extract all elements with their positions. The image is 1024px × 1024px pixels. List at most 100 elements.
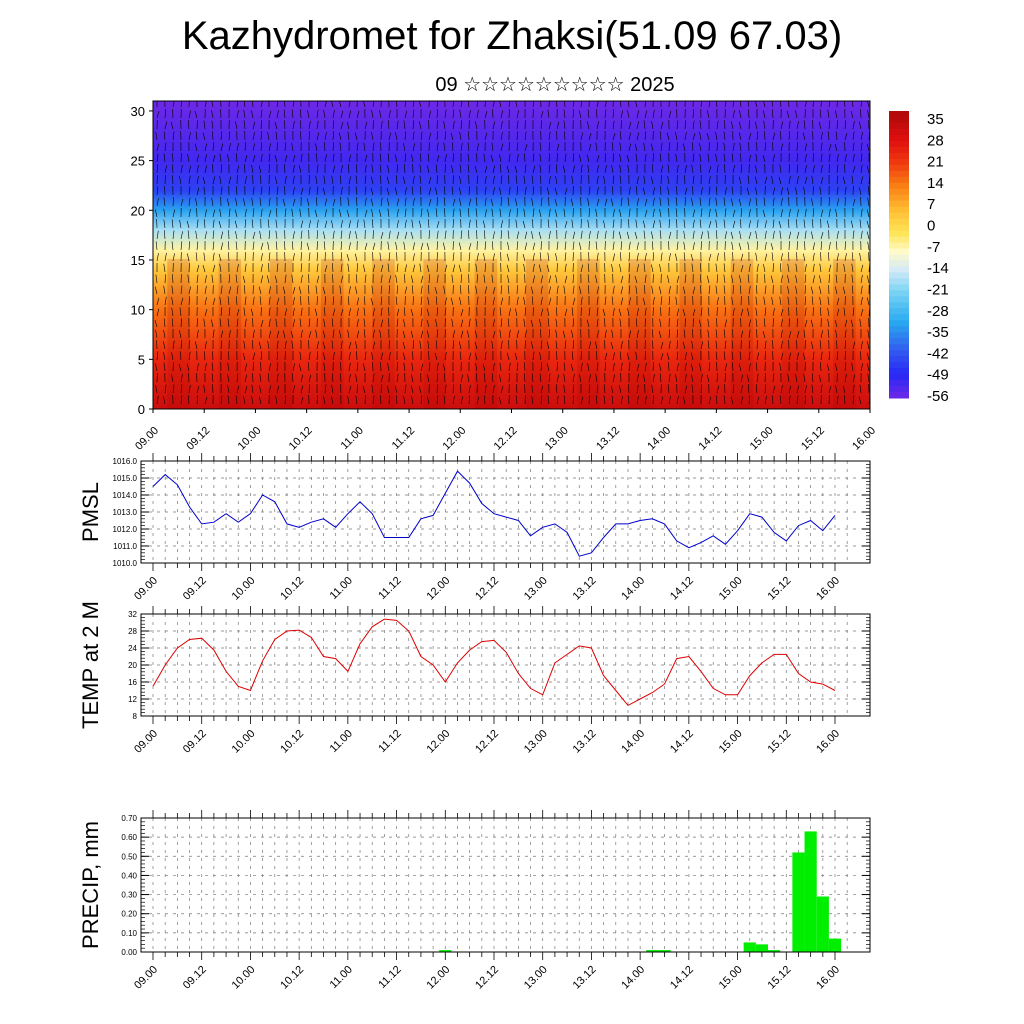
- wind-barb: [692, 329, 694, 339]
- wind-barb: [675, 153, 678, 163]
- wind-barb: [180, 231, 183, 240]
- wind-barb: [556, 395, 559, 405]
- wind-barb: [692, 175, 695, 185]
- wind-barb: [282, 198, 286, 207]
- wind-barb: [276, 362, 279, 372]
- wind-barb: [396, 209, 399, 218]
- wind-barb: [516, 142, 519, 152]
- x-tick-label: 16.00: [850, 425, 878, 453]
- wind-barb: [442, 242, 446, 251]
- wind-barb: [228, 143, 231, 152]
- wind-barb: [212, 351, 214, 361]
- wind-barb: [788, 208, 791, 218]
- wind-barb: [866, 220, 870, 229]
- wind-barb: [555, 219, 558, 229]
- wind-barb: [516, 153, 519, 163]
- wind-barb: [756, 131, 759, 141]
- wind-barb: [242, 275, 246, 284]
- wind-barb: [547, 109, 550, 119]
- wind-barb: [316, 186, 319, 196]
- wind-barb: [636, 110, 640, 119]
- wind-barb: [668, 340, 671, 350]
- wind-barb: [468, 318, 471, 328]
- wind-barb: [619, 318, 622, 328]
- wind-barb: [284, 154, 288, 163]
- wind-barb: [260, 153, 263, 163]
- wind-barb: [364, 197, 367, 207]
- wind-barb: [532, 263, 535, 273]
- wind-barb: [347, 296, 350, 306]
- wind-barb: [300, 396, 304, 405]
- warm-band: [577, 259, 600, 409]
- wind-barb: [644, 198, 648, 207]
- wind-barb: [260, 208, 263, 218]
- wind-barb: [356, 263, 358, 273]
- wind-barb: [779, 362, 782, 372]
- wind-barb: [596, 121, 599, 130]
- wind-barb: [596, 252, 599, 262]
- wind-barb: [228, 330, 231, 339]
- wind-barb: [595, 142, 598, 152]
- wind-barb: [275, 241, 278, 251]
- wind-barb: [748, 198, 751, 207]
- wind-barb: [635, 285, 638, 295]
- wind-barb: [484, 101, 486, 108]
- wind-barb: [788, 164, 790, 174]
- wind-barb: [596, 187, 599, 196]
- wind-barb: [308, 384, 310, 394]
- wind-barb: [163, 131, 166, 141]
- wind-barb: [844, 395, 846, 405]
- wind-barb: [795, 296, 798, 306]
- wind-barb: [259, 396, 262, 405]
- wind-barb: [324, 154, 327, 163]
- wind-barb: [539, 153, 542, 163]
- colorbar-cell: [889, 284, 909, 291]
- wind-barb: [468, 252, 471, 262]
- wind-barb: [796, 241, 798, 251]
- wind-barb: [755, 187, 758, 196]
- wind-barb: [474, 352, 478, 361]
- wind-barb: [539, 319, 542, 328]
- wind-barb: [539, 209, 542, 218]
- wind-barb: [444, 154, 447, 163]
- wind-barb: [251, 110, 254, 119]
- wind-barb: [532, 252, 535, 262]
- wind-barb: [484, 286, 488, 295]
- colorbar-cell: [889, 164, 909, 172]
- wind-barb: [555, 340, 558, 350]
- wind-barb: [163, 329, 166, 339]
- wind-barb: [490, 198, 494, 207]
- colorbar-label: -35: [927, 324, 949, 341]
- wind-barb: [675, 101, 678, 108]
- wind-barb: [540, 110, 544, 119]
- wind-barb: [636, 176, 639, 185]
- wind-barb: [188, 296, 191, 306]
- wind-barb: [691, 198, 694, 207]
- pmsl-axis-label: PMSL: [78, 482, 103, 542]
- wind-barb: [834, 319, 838, 328]
- wind-barb: [251, 197, 254, 207]
- wind-barb: [275, 219, 278, 229]
- wind-barb: [708, 362, 711, 372]
- wind-barb: [284, 186, 286, 196]
- wind-barb: [299, 351, 302, 361]
- wind-barb: [588, 285, 590, 295]
- wind-barb: [482, 220, 486, 229]
- wind-barb: [444, 230, 447, 240]
- wind-barb: [539, 252, 542, 262]
- wind-barb: [452, 330, 455, 339]
- x-tick-label: 09.00: [132, 964, 160, 992]
- wind-barb: [172, 384, 175, 394]
- wind-barb: [770, 242, 774, 251]
- wind-barb: [267, 241, 270, 251]
- wind-barb: [436, 307, 439, 317]
- precip-bar: [816, 896, 829, 952]
- wind-barb: [596, 198, 600, 207]
- wind-barb: [347, 263, 350, 273]
- wind-barb: [836, 308, 840, 317]
- y-tick-label: 0.50: [121, 852, 137, 861]
- wind-barb: [795, 275, 798, 284]
- wind-barb: [499, 154, 502, 163]
- wind-barb: [380, 142, 382, 152]
- wind-barb: [428, 362, 431, 372]
